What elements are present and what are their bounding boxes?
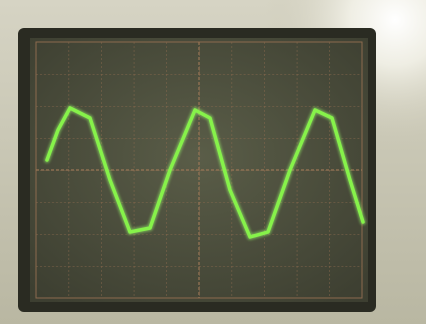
page: {}	[0, 0, 426, 324]
oscilloscope-photo	[0, 0, 426, 324]
